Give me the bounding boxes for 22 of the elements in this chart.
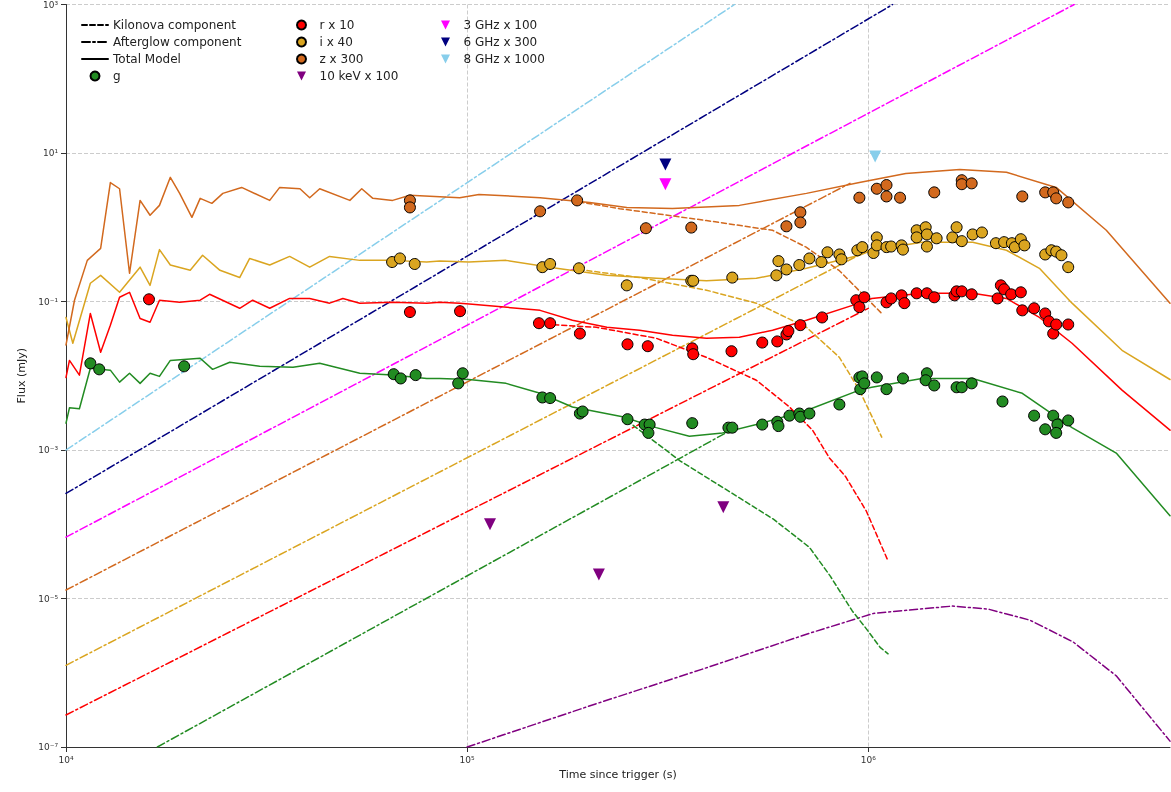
y-tick-label: 10⁻⁷	[38, 742, 59, 752]
y-tick-label: 10³	[42, 0, 59, 10]
legend-label: 6 GHz x 300	[463, 35, 538, 49]
legend-label: g	[113, 69, 121, 83]
legend-label: Afterglow component	[113, 35, 242, 49]
x-tick-label: 10⁶	[860, 754, 877, 765]
legend-label: 3 GHz x 100	[463, 18, 538, 32]
x-tick-label: 10⁴	[58, 754, 74, 765]
legend-label: z x 300	[319, 52, 364, 66]
y-tick-label: 10¹	[42, 148, 59, 158]
legend-label: Total Model	[112, 52, 181, 66]
legend-label: r x 10	[319, 18, 355, 32]
legend-label: i x 40	[319, 35, 353, 49]
y-tick-label: 10⁻¹	[38, 296, 59, 307]
y-tick-label: 10⁻³	[38, 445, 59, 455]
legend-label: 8 GHz x 1000	[463, 52, 545, 66]
y-axis-title: Flux (mJy)	[15, 348, 29, 404]
y-tick-label: 10⁻⁵	[38, 593, 59, 604]
x-tick-label: 10⁵	[459, 754, 476, 765]
legend-label: Kilonova component	[113, 18, 237, 32]
x-axis-title: Time since trigger (s)	[558, 768, 677, 781]
legend-label: 10 keV x 100	[319, 69, 399, 83]
